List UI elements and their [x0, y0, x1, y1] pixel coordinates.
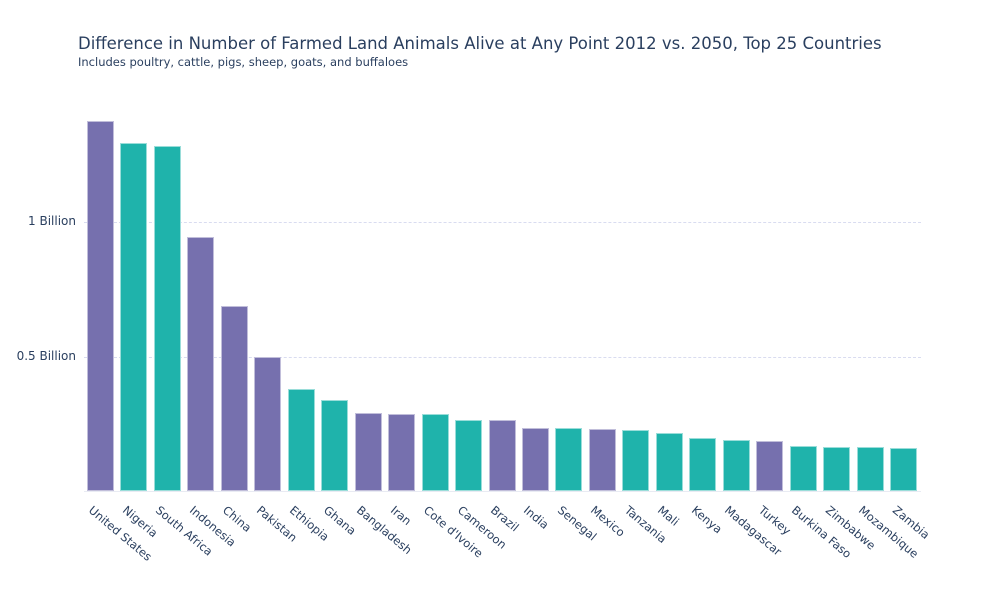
bar-kenya — [689, 437, 717, 491]
bar-mali — [655, 432, 683, 491]
x-tick-label-india: India — [521, 503, 553, 532]
bar-brazil — [488, 420, 516, 491]
bar-bangladesh — [354, 412, 382, 491]
gridline-1 — [83, 222, 921, 223]
bar-indonesia — [187, 237, 215, 491]
gridline-0.5 — [83, 356, 921, 358]
x-tick-label-iran: Iran — [387, 503, 414, 529]
bar-pakistan — [254, 356, 282, 491]
bar-ethiopia — [287, 389, 315, 491]
bar-madagascar — [722, 440, 750, 491]
bar-united-states — [86, 120, 114, 491]
bar-cote-d-ivoire — [421, 414, 449, 491]
y-tick-label-1: 1 Billion — [28, 214, 76, 228]
bar-cameroon — [455, 419, 483, 491]
bar-mexico — [588, 429, 616, 491]
x-axis-baseline — [83, 491, 921, 492]
bar-senegal — [555, 427, 583, 491]
bar-burkina-faso — [789, 446, 817, 491]
bar-india — [521, 427, 549, 491]
y-tick-label-0.5: 0.5 Billion — [16, 348, 76, 363]
x-tick-label-kenya: Kenya — [688, 503, 725, 537]
chart-title: Difference in Number of Farmed Land Anim… — [78, 34, 882, 53]
bar-turkey — [756, 440, 784, 491]
bar-china — [220, 306, 248, 491]
bar-iran — [388, 413, 416, 491]
bar-ghana — [321, 400, 349, 491]
bar-south-africa — [153, 145, 181, 491]
chart-subtitle: Includes poultry, cattle, pigs, sheep, g… — [78, 55, 409, 69]
bar-tanzania — [622, 430, 650, 491]
bar-mozambique — [856, 446, 884, 491]
bar-zimbabwe — [823, 446, 851, 491]
x-tick-label-mali: Mali — [655, 503, 683, 529]
bar-zambia — [890, 447, 918, 491]
bar-nigeria — [120, 143, 148, 491]
